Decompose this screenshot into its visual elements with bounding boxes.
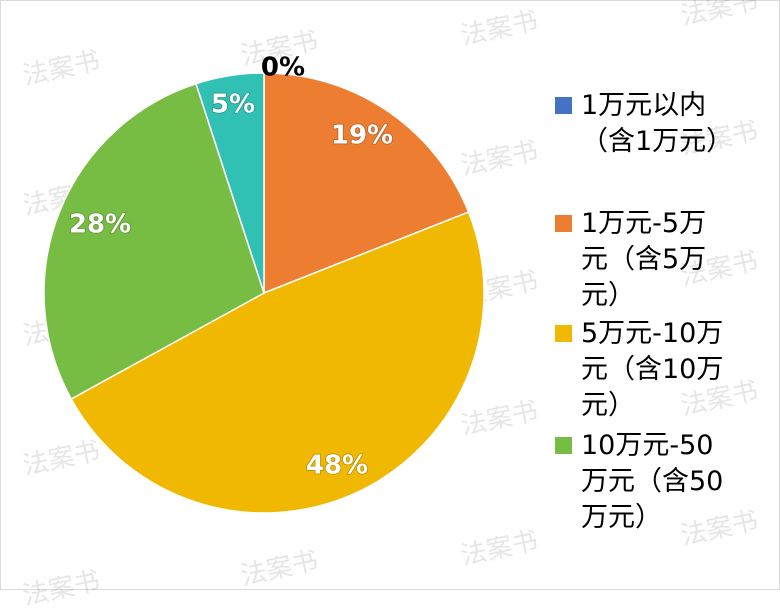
legend-label-line: 1万元以内 [581,90,707,121]
legend-swatch [555,325,572,342]
slice-data-label: 28% [69,210,131,240]
legend-label-line: （含1万元） [581,126,734,157]
slice-data-label: 5% [211,90,255,120]
legend-label-line: 万元） [581,502,662,533]
legend-swatch [555,437,572,454]
pie-slice [195,72,265,294]
slice-data-label: 19% [331,121,393,151]
legend-item: 10万元-50 万元（含50 万元） [553,428,723,536]
pie-slice [70,211,485,514]
pie-slice [43,82,265,401]
legend-item: 1万元以内 （含1万元） [553,88,733,160]
pie-slice [263,72,470,295]
legend-label-line: 元） [581,390,635,421]
legend-label-line: 5万元-10万 [581,318,724,349]
legend-label-line: 10万元-50 [581,430,714,461]
legend-label-line: 元（含10万 [581,354,724,385]
slice-data-label: 48% [306,451,368,481]
legend-item: 5万元-10万 元（含10万 元） [553,316,723,424]
slice-data-label: 0% [261,53,305,83]
legend-label-line: 元） [581,280,635,311]
legend-item: 1万元-5万 元（含5万元） [553,206,706,314]
legend-label-line: 1万元-5万 [581,208,707,239]
pie-chart: 0% 19% 48% 28% 5% [43,53,485,514]
legend-label-line: 万元（含50 [581,466,724,497]
legend-swatch [555,97,572,114]
legend-label-line: 元（含5万 [581,244,707,275]
legend-swatch [555,215,572,232]
